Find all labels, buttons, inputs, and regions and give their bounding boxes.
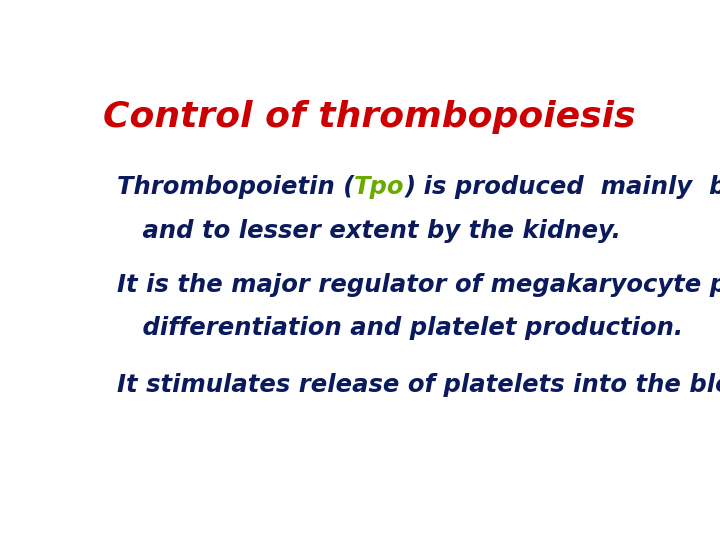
Text: Thrombopoietin (: Thrombopoietin ( [117, 175, 354, 199]
Text: Tpo: Tpo [354, 175, 405, 199]
Text: differentiation and platelet production.: differentiation and platelet production. [117, 316, 683, 340]
Text: and to lesser extent by the kidney.: and to lesser extent by the kidney. [117, 219, 621, 242]
Text: It is the major regulator of megakaryocyte proliferation,: It is the major regulator of megakaryocy… [117, 273, 720, 296]
Text: ) is produced  mainly  by  the  liver: ) is produced mainly by the liver [405, 175, 720, 199]
Text: It stimulates release of platelets into the blood.: It stimulates release of platelets into … [117, 373, 720, 397]
Text: Control of thrombopoiesis: Control of thrombopoiesis [103, 100, 635, 134]
